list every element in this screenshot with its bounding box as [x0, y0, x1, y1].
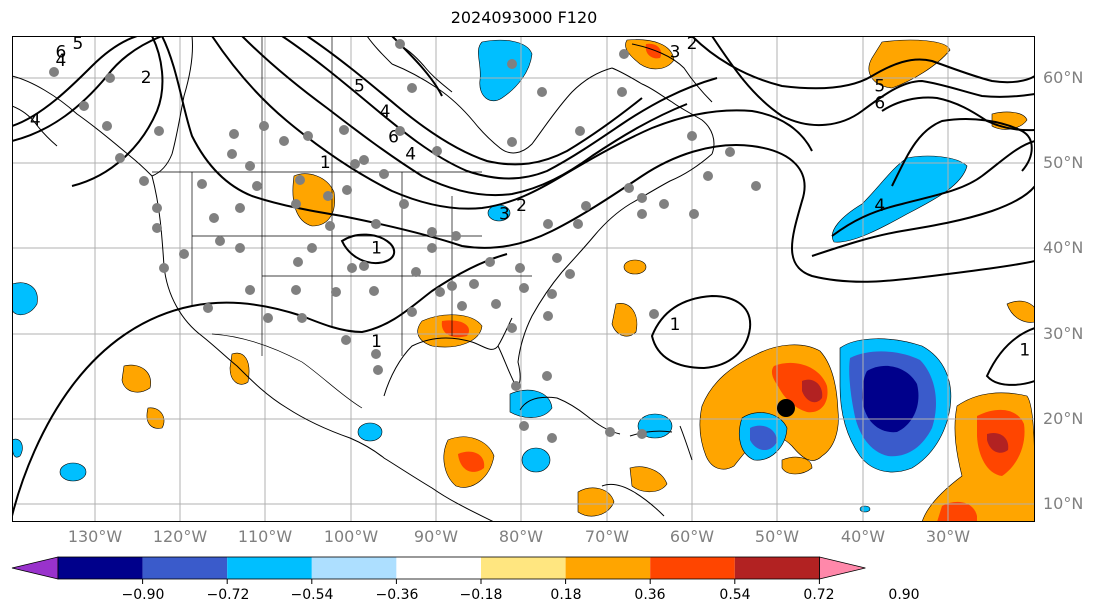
contour-label: 1 — [371, 332, 382, 352]
lon-label-30w: 30°W — [925, 527, 971, 546]
lon-label-120w: 120°W — [152, 527, 208, 546]
lat-label-40n: 40°N — [1043, 238, 1084, 257]
colorbar-segment — [734, 557, 820, 579]
colorbar-tick-label: 0.36 — [634, 587, 666, 603]
lon-label-130w: 130°W — [67, 527, 123, 546]
storm-center-marker — [777, 399, 795, 417]
colorbar-tick-label: −0.18 — [459, 587, 503, 603]
lon-label-50w: 50°W — [754, 527, 800, 546]
colorbar-tick-label: 0.54 — [719, 587, 751, 603]
colorbar-segment — [481, 557, 566, 579]
contour-label: 4 — [405, 145, 416, 165]
lon-label-60w: 60°W — [669, 527, 715, 546]
colorbar-tick-label: 0.90 — [888, 587, 920, 603]
colorbar-extend-low — [11, 556, 59, 580]
contour-label: 1 — [320, 153, 331, 173]
contour-label: 4 — [380, 102, 391, 122]
lon-label-100w: 100°W — [323, 527, 379, 546]
contour-label: 2 — [141, 68, 152, 88]
coastlines — [12, 36, 715, 522]
lon-label-80w: 80°W — [498, 527, 544, 546]
lat-label-30n: 30°N — [1043, 324, 1084, 343]
colorbar-segment — [396, 557, 481, 579]
colorbar-tick-label: −0.72 — [206, 587, 250, 603]
colorbar-segment — [58, 557, 143, 579]
lon-label-90w: 90°W — [413, 527, 459, 546]
contour-label: 3 — [670, 42, 681, 62]
contour-lines — [12, 36, 1035, 517]
contour-label: 2 — [516, 196, 527, 216]
contour-label: 6 — [874, 94, 885, 114]
contour-label: 5 — [874, 77, 885, 97]
plot-title: 2024093000 F120 — [450, 8, 598, 27]
lat-label-50n: 50°N — [1043, 153, 1084, 172]
lat-label-10n: 10°N — [1043, 494, 1084, 513]
lon-label-110w: 110°W — [237, 527, 293, 546]
contour-label: 1 — [1019, 341, 1030, 361]
lat-label-60n: 60°N — [1043, 68, 1084, 87]
colorbar-segment — [142, 557, 228, 579]
contour-label: 4 — [874, 196, 885, 216]
colorbar-segment — [650, 557, 735, 579]
colorbar-tick-label: 0.72 — [803, 587, 835, 603]
station-dots — [49, 39, 761, 443]
contour-label: 6 — [55, 42, 66, 62]
contour-label: 3 — [499, 204, 510, 224]
contour-label: 2 — [687, 36, 698, 54]
lon-label-40w: 40°W — [840, 527, 886, 546]
contour-label: 6 — [388, 128, 399, 148]
lon-label-70w: 70°W — [584, 527, 630, 546]
colorbar-tick-label: −0.36 — [375, 587, 419, 603]
colorbar-tick-label: −0.90 — [121, 587, 165, 603]
contour-label: 1 — [371, 238, 382, 258]
anomaly-shading — [12, 39, 1035, 522]
contour-label: 4 — [30, 111, 41, 131]
contour-label: 4 — [55, 51, 66, 71]
colorbar-outline — [57, 556, 820, 580]
contour-label: 1 — [670, 315, 681, 335]
contour-label: 5 — [73, 36, 84, 54]
graticule — [12, 36, 1035, 522]
contour-label: 5 — [354, 77, 365, 97]
colorbar-segment — [565, 557, 651, 579]
colorbar-segment — [227, 557, 312, 579]
colorbar-extend-high — [819, 556, 866, 580]
lat-label-20n: 20°N — [1043, 409, 1084, 428]
colorbar-segment — [311, 557, 397, 579]
colorbar-tick-label: 0.18 — [550, 587, 582, 603]
colorbar-tick-label: −0.54 — [290, 587, 334, 603]
colorbar — [11, 556, 866, 584]
